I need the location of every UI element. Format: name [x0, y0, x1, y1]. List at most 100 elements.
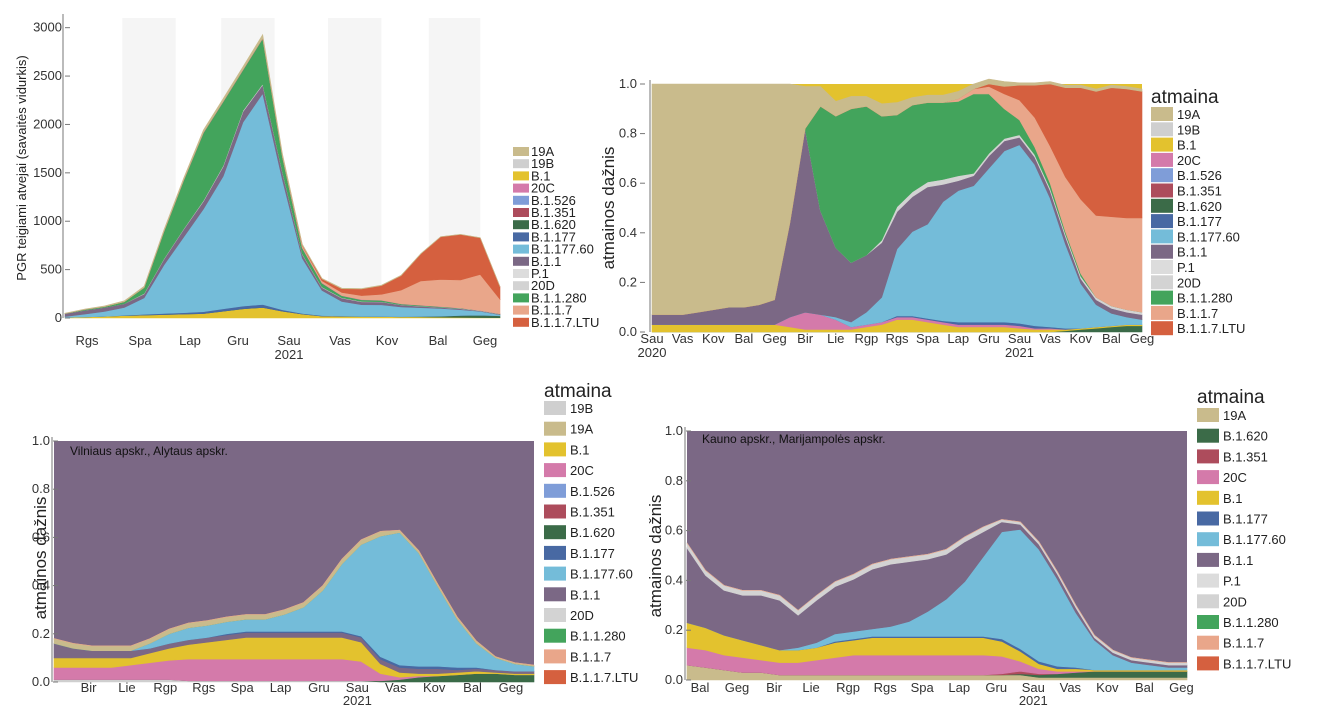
legend-label: B.1.1.280	[531, 290, 587, 305]
chart-0-y-tick: 2000	[33, 116, 62, 131]
legend-swatch	[1151, 152, 1173, 167]
legend-swatch	[1197, 635, 1219, 650]
legend-label: B.1.1	[1177, 245, 1207, 260]
legend-label: B.1	[531, 168, 551, 183]
series-19A-area	[64, 33, 501, 314]
legend-swatch	[544, 421, 566, 436]
chart-3-y-tick: 1.0	[665, 423, 683, 438]
series-19A-area	[651, 78, 1143, 315]
legend-swatch	[1151, 168, 1173, 183]
chart-0-y-tick: 3000	[33, 20, 62, 35]
chart-3-x-tick: Geg	[725, 680, 750, 695]
legend-swatch	[1197, 552, 1219, 567]
chart-0-x-tick: Gru	[227, 333, 249, 348]
legend-swatch	[513, 220, 529, 230]
legend-swatch	[1197, 573, 1219, 588]
legend-swatch	[544, 442, 566, 457]
chart-3-x-tick: Bir	[766, 680, 783, 695]
chart-3-y-tick: 0.6	[665, 523, 683, 538]
chart-3-y-tick: 0.8	[665, 473, 683, 488]
chart-3-x-tick: Rgs	[874, 680, 898, 695]
chart-1-x-tick: Geg	[762, 331, 787, 346]
legend-label: B.1.1.280	[1177, 291, 1233, 306]
legend-label: B.1.620	[1223, 429, 1268, 444]
chart-3-x-tick: Sau	[1022, 680, 1045, 695]
legend-label: B.1	[570, 442, 590, 457]
legend-swatch	[1197, 490, 1219, 505]
legend-label: B.1.526	[1177, 168, 1222, 183]
legend-swatch	[1151, 122, 1173, 137]
chart-1-x-tick: Gru	[978, 331, 1000, 346]
chart-2-x-tick: Rgs	[192, 680, 216, 695]
chart-2-y-tick: 0.0	[32, 674, 50, 689]
chart-0-y-tick: 0	[55, 310, 62, 325]
chart-3-x-tick: Vas	[1060, 680, 1082, 695]
chart-3-legend-title: atmaina	[1197, 387, 1265, 408]
chart-1-x-sublabel: 2021	[1005, 345, 1034, 360]
legend-swatch	[1151, 137, 1173, 152]
legend-label: B.1.1.280	[570, 629, 626, 644]
legend-label: B.1.351	[1223, 449, 1268, 464]
legend-swatch	[544, 649, 566, 664]
legend-label: P.1	[1223, 574, 1241, 589]
legend-swatch	[1151, 290, 1173, 305]
chart-3-x-tick: Lie	[802, 680, 819, 695]
chart-3-x-tick: Spa	[911, 680, 935, 695]
chart-3-y-tick: 0.0	[665, 672, 683, 687]
legend-swatch	[544, 628, 566, 643]
legend-label: 19A	[531, 144, 554, 159]
chart-2-x-tick: Bir	[81, 680, 98, 695]
legend-label: B.1.1.7.LTU	[1177, 321, 1245, 336]
chart-3-y-tick: 0.4	[665, 572, 683, 587]
chart-1-y-tick: 0.6	[619, 175, 637, 190]
legend-swatch	[1197, 449, 1219, 464]
chart-0-band	[327, 18, 382, 318]
chart-1-x-tick: Rgp	[854, 331, 878, 346]
legend-label: B.1.620	[1177, 199, 1222, 214]
chart-0-x-tick: Geg	[473, 333, 498, 348]
legend-swatch	[544, 566, 566, 581]
chart-2-y-tick: 1.0	[32, 433, 50, 448]
chart-1-y-tick: 0.2	[619, 274, 637, 289]
legend-label: 20C	[1177, 153, 1201, 168]
legend-label: B.1.351	[570, 505, 615, 520]
legend-label: 20D	[1177, 275, 1201, 290]
legend-label: 20C	[1223, 470, 1247, 485]
chart-2-x-tick: Kov	[423, 680, 446, 695]
legend-swatch	[513, 244, 529, 254]
chart-1-y-tick: 0.0	[619, 324, 637, 339]
legend-label: B.1.620	[531, 217, 576, 232]
legend-swatch	[1197, 470, 1219, 485]
chart-2-x-sublabel: 2021	[343, 693, 372, 708]
legend-label: B.1.177	[1223, 512, 1268, 527]
legend-label: B.1.177	[570, 546, 615, 561]
legend-swatch	[1151, 214, 1173, 229]
legend-swatch	[1151, 229, 1173, 244]
chart-1-x-tick: Kov	[702, 331, 725, 346]
chart-2-legend-title: atmaina	[544, 381, 612, 402]
legend-label: 19A	[1177, 107, 1200, 122]
legend-swatch	[513, 281, 529, 291]
legend-label: B.1.177.60	[1223, 532, 1286, 547]
chart-3-y-label: atmainos dažnis	[646, 495, 665, 618]
chart-1-y-tick: 1.0	[619, 76, 637, 91]
chart-2-x-tick: Lap	[270, 680, 292, 695]
legend-swatch	[513, 159, 529, 169]
legend-swatch	[1197, 615, 1219, 629]
legend-label: P.1	[531, 266, 549, 281]
legend-label: B.1.1.280	[1223, 615, 1279, 630]
legend-label: 19A	[1223, 408, 1246, 423]
legend-swatch	[1151, 198, 1173, 213]
legend-swatch	[513, 293, 529, 303]
chart-0-x-tick: Vas	[329, 333, 351, 348]
legend-label: B.1.177.60	[531, 242, 594, 257]
chart-2-y-label: atmainos dažnis	[31, 497, 50, 620]
legend-swatch	[1151, 244, 1173, 259]
legend-swatch	[513, 171, 529, 181]
legend-swatch	[1151, 275, 1173, 290]
chart-1-x-tick: Spa	[916, 331, 940, 346]
chart-2-x-tick: Geg	[499, 680, 524, 695]
chart-0-x-sublabel: 2021	[275, 347, 304, 362]
chart-0-y-label: PGR teigiami atvejai (savaitės vidurkis)	[14, 55, 29, 280]
legend-label: 20D	[531, 278, 555, 293]
